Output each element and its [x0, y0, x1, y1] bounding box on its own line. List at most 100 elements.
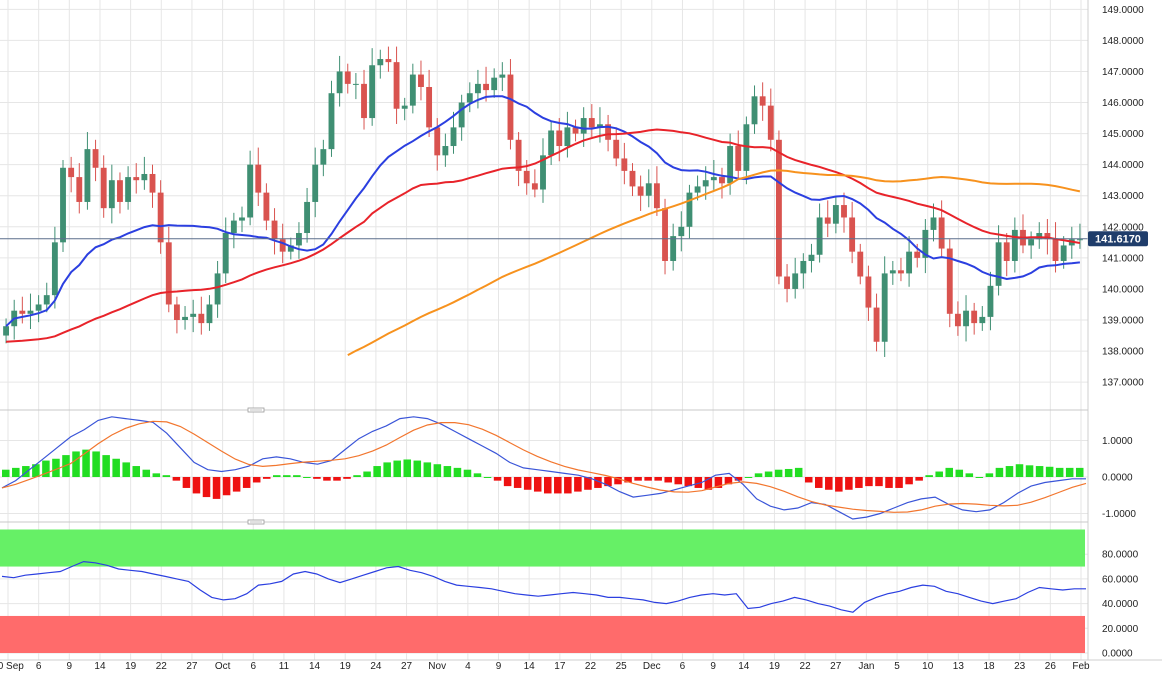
candle-body: [751, 96, 758, 125]
candle-body: [328, 93, 335, 150]
macd-tick-label: -1.0000: [1102, 509, 1136, 520]
macd-histogram-bar: [724, 477, 733, 485]
macd-line: [1, 416, 1086, 520]
macd-histogram-bar: [654, 477, 662, 481]
macd-histogram-bar: [1005, 466, 1014, 477]
candle-body: [841, 205, 847, 218]
candle-body: [491, 77, 498, 91]
candle-body: [190, 313, 197, 317]
macd-histogram-bar: [574, 477, 582, 492]
candle-body: [43, 295, 50, 305]
macd-histogram-bar: [373, 466, 381, 477]
candle-body: [84, 149, 91, 202]
macd-histogram-bar: [122, 462, 130, 477]
panel-dividers[interactable]: [0, 407, 1088, 525]
candle-body: [442, 146, 449, 156]
candle-body: [759, 96, 766, 106]
macd-histogram-bar: [262, 477, 271, 479]
macd-histogram-bar: [473, 473, 482, 477]
macd-histogram-bar: [955, 469, 964, 477]
candle-body: [271, 220, 278, 240]
candle-body: [117, 180, 123, 202]
macd-histogram-bar: [523, 477, 532, 490]
macd-histogram-bar: [252, 477, 261, 483]
candle-body: [873, 307, 880, 342]
candle-body: [906, 251, 913, 274]
candle-body: [51, 242, 58, 296]
macd-histogram-bar: [885, 477, 893, 488]
candle-body: [564, 127, 571, 147]
candle-body: [466, 93, 473, 103]
current-price-label: 141.6170: [1095, 234, 1141, 246]
candle-body: [523, 170, 530, 184]
candle-body: [1052, 239, 1059, 261]
macd-histogram-bar: [584, 477, 592, 490]
candle-body: [499, 74, 506, 78]
candle-body: [832, 205, 839, 224]
candle-body: [165, 242, 172, 305]
macd-histogram-bar: [865, 477, 873, 487]
candle-body: [792, 273, 799, 289]
macd-histogram-bar: [22, 466, 30, 477]
macd-histogram-bar: [242, 477, 251, 488]
candle-body: [727, 146, 734, 184]
candle-body: [108, 180, 115, 209]
macd-histogram-bar: [1035, 466, 1044, 477]
macd-histogram-bar: [975, 477, 984, 478]
candle-body: [735, 146, 742, 171]
candle-body: [954, 313, 961, 327]
candle-body: [645, 183, 652, 196]
candle-body: [1028, 239, 1035, 246]
macd-histogram-bar: [684, 477, 693, 487]
candle-body: [27, 310, 34, 314]
date-tick-label: 27: [830, 661, 842, 672]
macd-histogram-bar: [363, 471, 371, 477]
macd-histogram-bar: [835, 477, 843, 492]
macd-histogram-bar: [825, 477, 833, 490]
macd-histogram-bar: [1045, 466, 1054, 477]
rsi-tick-label: 20.0000: [1102, 624, 1139, 635]
macd-histogram-bar: [102, 455, 110, 477]
macd-histogram-bar: [333, 477, 341, 481]
macd-histogram-bar: [433, 464, 442, 477]
candle-body: [971, 310, 978, 324]
macd-histogram-bar: [564, 477, 572, 494]
macd-histogram-bar: [303, 477, 311, 478]
candle-body: [352, 83, 359, 85]
candle-body: [230, 220, 237, 234]
macd-histogram-bar: [945, 467, 954, 477]
rsi-overbought-zone: [0, 529, 1085, 567]
candle-body: [377, 59, 384, 66]
candle-body: [775, 139, 782, 277]
macd-histogram-bar: [92, 451, 100, 477]
candle-body: [881, 273, 888, 342]
candle-body: [426, 86, 433, 128]
macd-histogram-bar: [744, 477, 753, 478]
macd-histogram-bar: [614, 477, 622, 485]
rsi-tick-label: 60.0000: [1102, 574, 1139, 585]
rsi-tick-label: 0.0000: [1102, 649, 1133, 660]
macd-histogram-bar: [1025, 465, 1034, 477]
macd-histogram-bar: [704, 477, 713, 490]
date-tick-label: 23: [1014, 661, 1026, 672]
macd-histogram-bar: [714, 477, 723, 488]
date-tick-label: 18: [983, 661, 995, 672]
macd-histogram-bar: [774, 469, 783, 477]
axis-layer: 137.0000138.0000139.0000140.0000141.0000…: [0, 0, 1162, 672]
price-tick-label: 146.0000: [1102, 98, 1144, 109]
macd-histogram-bar: [403, 459, 412, 477]
macd-histogram-bar: [453, 467, 462, 477]
rsi-tick-label: 40.0000: [1102, 599, 1139, 610]
candle-body: [1060, 245, 1067, 261]
candle-body: [393, 62, 400, 109]
date-tick-label: 6: [36, 661, 42, 672]
candle-body: [694, 186, 701, 193]
candle-body: [1044, 233, 1051, 240]
date-tick-label: 22: [800, 661, 812, 672]
price-tick-label: 142.0000: [1102, 222, 1144, 233]
candle-body: [613, 139, 620, 159]
candle-body: [450, 127, 457, 147]
macd-histogram-bar: [794, 467, 803, 477]
candle-body: [572, 127, 579, 134]
